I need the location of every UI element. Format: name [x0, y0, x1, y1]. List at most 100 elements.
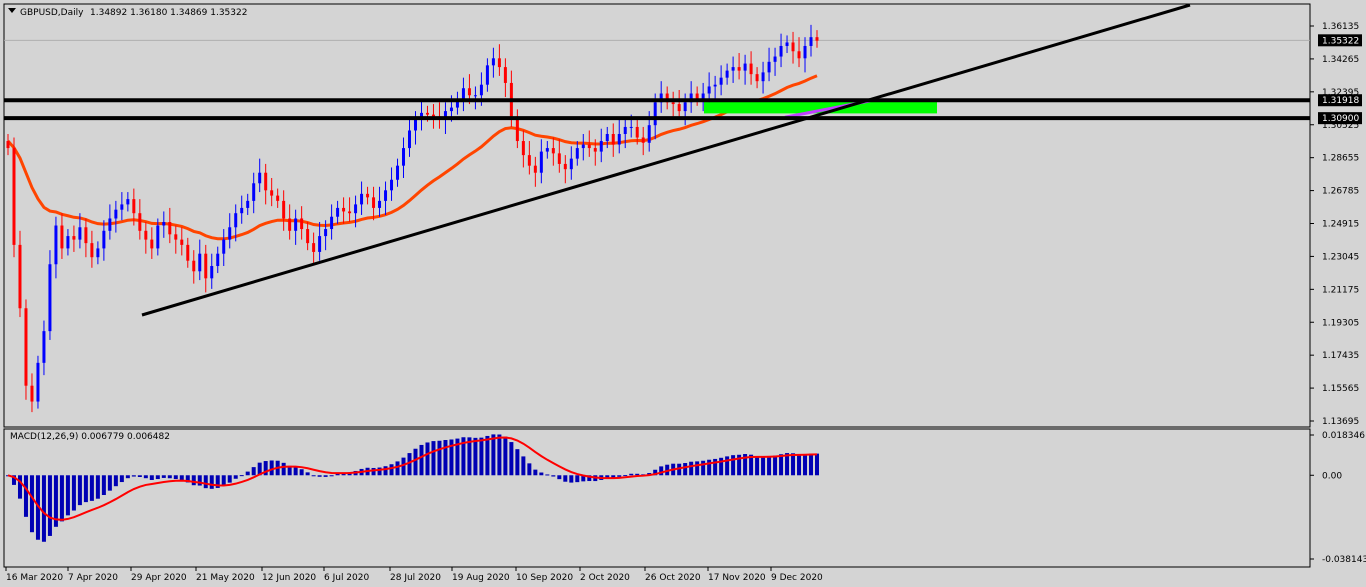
candle-body	[90, 243, 94, 258]
candle-body	[312, 243, 316, 252]
macd-bar	[239, 475, 244, 477]
candle	[773, 47, 777, 76]
candle	[222, 229, 226, 267]
candle	[797, 37, 801, 68]
candle-body	[689, 93, 693, 103]
candle-body	[587, 144, 591, 149]
macd-bar	[119, 475, 124, 483]
candle	[671, 91, 675, 117]
price-label-box	[1318, 112, 1362, 125]
candle-body	[102, 230, 106, 249]
macd-bar	[131, 475, 136, 477]
candle-body	[144, 230, 148, 240]
candle-body	[138, 213, 142, 231]
candle-body	[318, 236, 322, 252]
macd-bar	[431, 441, 436, 476]
macd-bar	[527, 463, 532, 476]
macd-bar	[329, 475, 334, 477]
x-tick-label: 17 Nov 2020	[708, 573, 766, 583]
candle	[294, 209, 298, 245]
candle	[180, 227, 184, 256]
x-tick-label: 12 Jun 2020	[262, 573, 316, 583]
candle	[545, 141, 549, 159]
macd-bar	[287, 465, 292, 476]
macd-bar	[77, 475, 82, 506]
macd-bar	[35, 475, 40, 540]
macd-bar	[23, 475, 28, 517]
candle	[300, 206, 304, 240]
macd-bar	[713, 458, 718, 476]
macd-bar	[473, 437, 478, 476]
macd-bar	[155, 475, 160, 480]
price-label: 1.31918	[1322, 96, 1359, 106]
macd-bar	[779, 454, 784, 476]
candle-body	[449, 107, 453, 112]
candle	[497, 44, 501, 76]
candle	[264, 163, 268, 205]
candle-body	[156, 225, 160, 249]
candle	[270, 177, 274, 207]
candle-body	[617, 133, 621, 145]
candle	[408, 116, 412, 157]
candle	[473, 86, 477, 110]
macd-bar	[731, 455, 736, 476]
candle	[216, 246, 220, 274]
y-tick-label: 1.17435	[1322, 351, 1359, 361]
candle-body	[755, 74, 759, 82]
candle-body	[96, 248, 100, 258]
macd-bar	[683, 463, 688, 476]
macd-bar	[101, 475, 106, 496]
candle-body	[12, 148, 16, 245]
candle	[72, 225, 76, 252]
candle	[635, 119, 639, 145]
candle-body	[593, 148, 597, 152]
candle	[348, 197, 352, 223]
macd-bar	[497, 434, 502, 476]
macd-bar	[269, 460, 274, 476]
macd-bar	[533, 469, 538, 476]
candle-body	[204, 253, 208, 279]
candle-body	[30, 385, 34, 402]
macd-bar	[257, 462, 262, 476]
candle	[515, 109, 519, 149]
candle-body	[809, 37, 813, 46]
trendline	[141, 3, 1191, 317]
candle-body	[767, 61, 771, 73]
macd-bar	[611, 475, 616, 479]
candle-body	[491, 58, 495, 66]
candle-body	[431, 114, 435, 117]
y-tick-label: 1.34265	[1322, 55, 1359, 65]
macd-bar	[605, 475, 610, 479]
candle	[240, 195, 244, 224]
macd-bar	[293, 467, 298, 476]
candle	[108, 204, 112, 240]
candle-body	[264, 172, 268, 191]
candle	[641, 126, 645, 156]
macd-bar	[755, 456, 760, 476]
candle-body	[288, 218, 292, 231]
candle-body	[42, 331, 46, 363]
x-tick-label: 10 Sep 2020	[516, 573, 573, 583]
candle-body	[815, 37, 819, 41]
candle-body	[234, 213, 238, 228]
macd-bar	[203, 475, 208, 489]
candle-body	[479, 84, 483, 96]
candle-body	[761, 72, 765, 82]
candle-body	[503, 67, 507, 83]
price-label-box	[1318, 34, 1362, 47]
candle-body	[384, 190, 388, 201]
candle	[258, 158, 262, 193]
macd-bar	[449, 439, 454, 476]
macd-bar	[701, 460, 706, 476]
macd-bar	[485, 435, 490, 476]
macd-bar	[305, 472, 310, 476]
candle	[695, 86, 699, 106]
candle-body	[659, 93, 663, 103]
candle	[126, 192, 130, 212]
macd-bar	[569, 475, 574, 483]
candle-body	[791, 42, 795, 52]
macd-bar	[41, 475, 46, 542]
macd-bar	[317, 475, 322, 477]
candle-body	[557, 153, 561, 164]
